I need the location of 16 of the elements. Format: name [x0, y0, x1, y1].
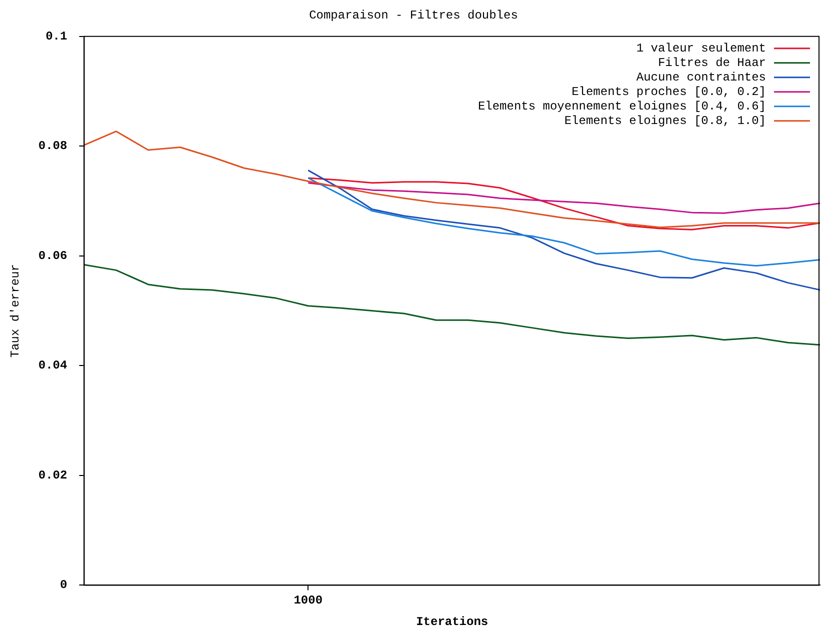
- y-tick-label: 0.06: [38, 248, 68, 263]
- y-tick-label: 0.04: [38, 358, 68, 373]
- legend-label: Elements proches [0.0, 0.2]: [572, 85, 766, 100]
- y-tick-label: 0: [60, 578, 68, 592]
- y-tick-label: 0.1: [46, 29, 68, 44]
- legend-label: Elements moyennement eloignes [0.4, 0.6]: [478, 100, 766, 114]
- legend-label: Filtres de Haar: [658, 56, 766, 70]
- y-axis-title: Taux d'erreur: [8, 264, 22, 358]
- y-tick-label: 0.08: [38, 139, 68, 154]
- x-axis-title: Iterations: [416, 614, 488, 629]
- x-tick-label: 1000: [294, 593, 323, 608]
- y-tick-label: 0.02: [38, 468, 68, 482]
- chart-title: Comparaison - Filtres doubles: [309, 8, 518, 22]
- legend-label: 1 valeur seulement: [636, 42, 766, 56]
- legend-label: Aucune contraintes: [636, 70, 766, 85]
- legend-label: Elements eloignes [0.8, 1.0]: [564, 114, 766, 128]
